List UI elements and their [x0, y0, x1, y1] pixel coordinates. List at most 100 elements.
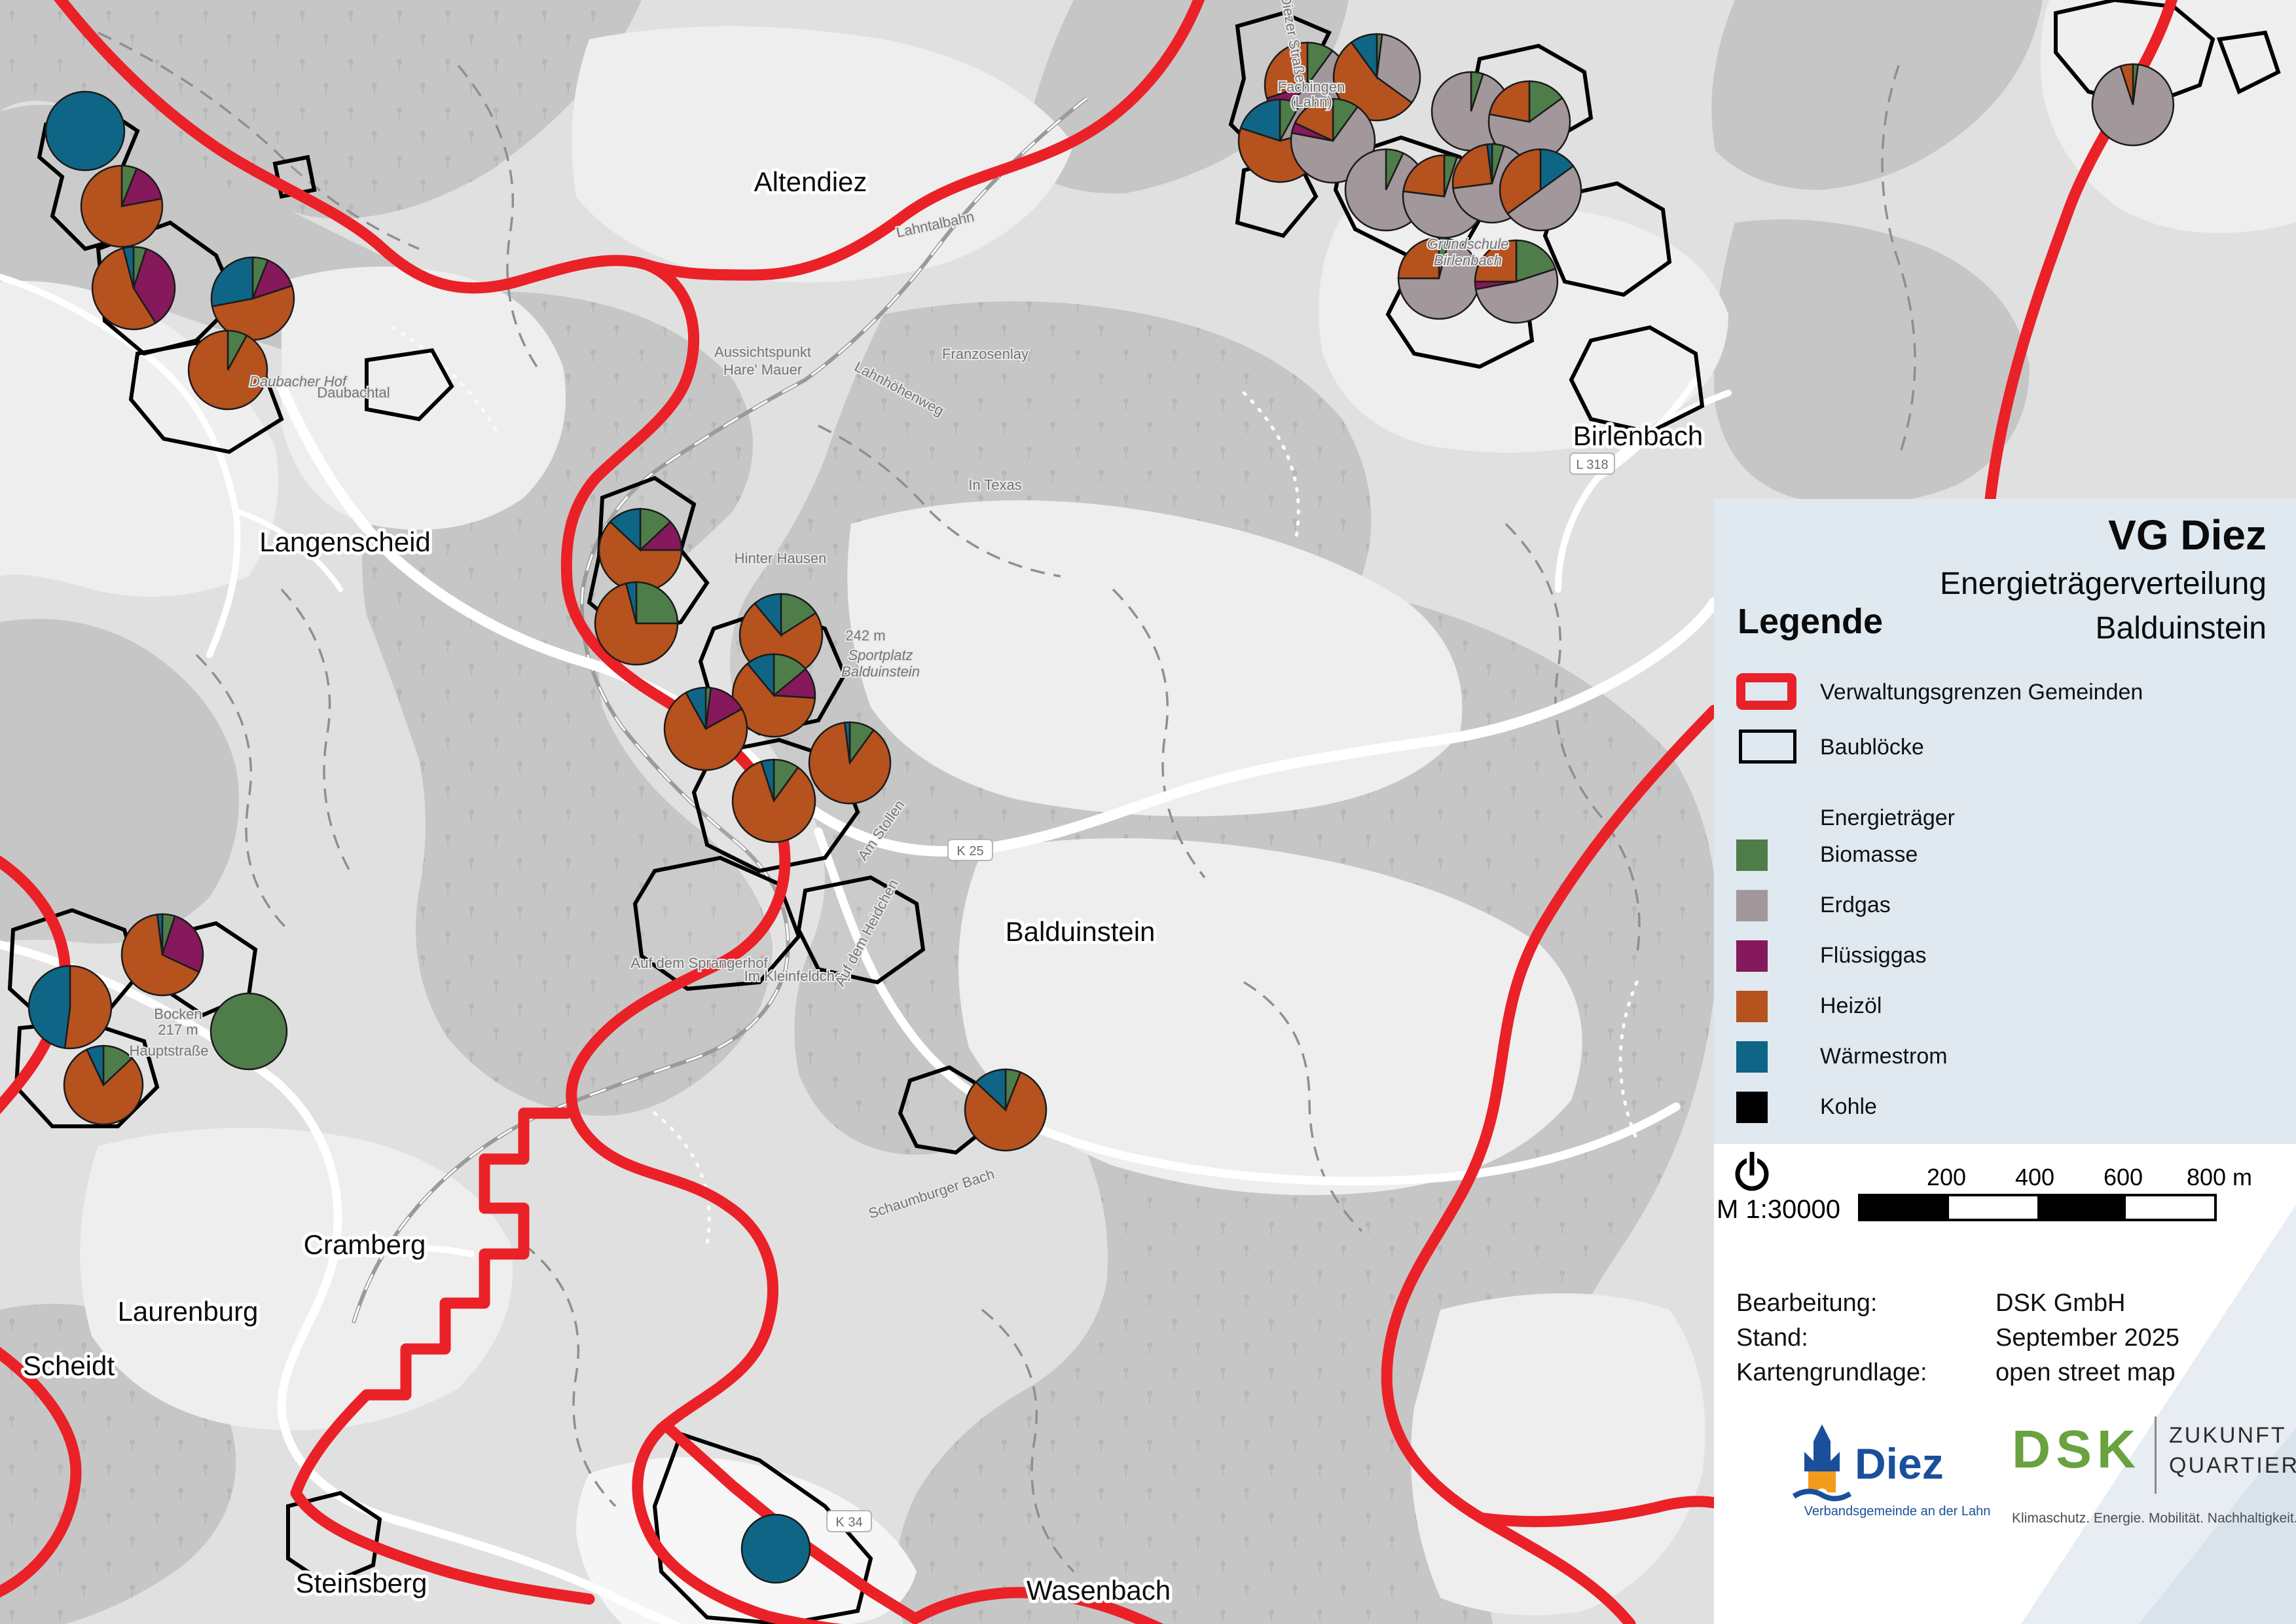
dsk-logo-line1: ZUKUNFT — [2169, 1423, 2287, 1448]
pie-slice-waermestrom — [27, 965, 71, 1049]
scale-ratio: M 1:30000 — [1717, 1195, 1841, 1224]
pie-slice-heizoel — [731, 760, 816, 843]
pie-slice-waermestrom — [156, 913, 164, 955]
map-label: Bocken — [154, 1006, 202, 1022]
pie-slice-waermestrom — [754, 593, 782, 638]
pie-slice-waermestrom — [210, 256, 254, 308]
map-label: Grundschule — [1427, 236, 1509, 252]
place-label: Laurenburg — [118, 1296, 259, 1327]
road-shield: K 34 — [826, 1510, 872, 1532]
place-label: Altendiez — [754, 166, 867, 197]
diez-logo: Diez Verbandsgemeinde an der Lahn — [1792, 1424, 1990, 1519]
map-label: Aussichtspunkt — [714, 344, 811, 360]
pie-slice-waermestrom — [740, 1513, 811, 1584]
energy-swatch-heizoel — [1736, 991, 1768, 1022]
road-shield-box — [826, 1510, 872, 1532]
pie-chart — [1487, 80, 1571, 164]
pie-slice-erdgas — [1506, 164, 1582, 232]
energy-label-waermestrom: Wärmestrom — [1820, 1044, 1948, 1069]
pie-chart — [1474, 239, 1559, 324]
diez-logo-tagline: Verbandsgemeinde an der Lahn — [1804, 1504, 1991, 1519]
pie-slice-waermestrom — [746, 653, 775, 698]
pie-slice-fluessiggas — [161, 915, 204, 974]
road-shield-box — [947, 839, 993, 861]
pie-slice-heizoel — [1294, 98, 1334, 142]
pie-slice-waermestrom — [975, 1068, 1007, 1112]
credit-label: Bearbeitung: — [1736, 1289, 1878, 1317]
pie-chart — [808, 721, 892, 805]
pie-chart — [2091, 63, 2175, 147]
pie-chart — [731, 758, 816, 843]
dsk-logo-line2: QUARTIER — [2169, 1453, 2296, 1478]
energy-label-kohle: Kohle — [1820, 1094, 1877, 1119]
pie-slice-biomasse — [210, 992, 288, 1071]
pie-chart — [27, 965, 113, 1050]
pie-chart — [740, 1513, 811, 1584]
pie-slice-erdgas — [2091, 64, 2175, 147]
pie-slice-heizoel — [1264, 41, 1309, 100]
pie-slice-biomasse — [635, 581, 679, 625]
pie-slice-waermestrom — [1350, 33, 1378, 80]
scale-tick: 200 — [1926, 1164, 1967, 1190]
admin-boundary-swatch — [1736, 673, 1796, 710]
place-label: Cramberg — [304, 1229, 426, 1260]
credit-value: open street map — [1995, 1359, 2176, 1386]
pie-slice-heizoel — [187, 329, 268, 411]
pie-slice-heizoel — [594, 582, 679, 666]
map-label: Fachingen — [1278, 79, 1345, 95]
pie-slice-heizoel — [663, 692, 748, 771]
pie-chart — [663, 686, 748, 771]
diez-logo-name: Diez — [1855, 1439, 1944, 1488]
map-label: In Texas — [968, 477, 1022, 493]
energy-swatch-biomasse — [1736, 840, 1768, 871]
dsk-logo-tagline: Klimaschutz. Energie. Mobilität. Nachhal… — [2012, 1511, 2296, 1526]
map-label: Hauptstraße — [129, 1043, 208, 1059]
map-subtitle: Energieträgerverteilung — [1940, 566, 2267, 601]
map-area-name: Balduinstein — [2095, 611, 2267, 646]
map-label: Hinter Hausen — [735, 550, 827, 566]
pie-chart — [210, 992, 288, 1071]
credit-value: DSK GmbH — [1995, 1289, 2126, 1317]
legend-heading: Legende — [1738, 602, 1884, 641]
road-shield: L 318 — [1569, 452, 1615, 475]
map-label: (Lahn) — [1290, 94, 1332, 110]
map-label: 217 m — [158, 1022, 198, 1038]
place-label: Langenscheid — [259, 526, 431, 557]
pie-slice-heizoel — [1451, 143, 1493, 189]
info-panel: M 1:30000 200 400 600 800 m Bearbeitung:… — [1714, 1144, 2296, 1624]
legend-panel: VG Diez Energieträgerverteilung Balduins… — [1714, 499, 2296, 1144]
place-label: Wasenbach — [1027, 1575, 1171, 1606]
pie-slice-heizoel — [63, 1048, 144, 1126]
place-label: Scheidt — [23, 1350, 115, 1381]
pie-slice-heizoel — [91, 247, 157, 331]
map-label: Daubacher Hof — [249, 373, 348, 390]
energy-label-biomasse: Biomasse — [1820, 842, 1918, 867]
energy-label-erdgas: Erdgas — [1820, 893, 1891, 917]
pie-slice-biomasse — [780, 593, 817, 637]
map-label: 242 m — [845, 627, 885, 644]
credit-value: September 2025 — [1995, 1324, 2179, 1352]
pie-slice-waermestrom — [1486, 143, 1493, 184]
road-shield-box — [1569, 452, 1615, 475]
diez-tower-icon — [1792, 1424, 1852, 1502]
energy-label-fluessiggas: Flüssiggas — [1820, 943, 1927, 968]
scale-tick: 600 — [2103, 1164, 2143, 1190]
pie-slice-heizoel — [1499, 148, 1542, 215]
trails — [391, 325, 1639, 1246]
dsk-logo-name: DSK — [2012, 1420, 2141, 1479]
pie-chart — [1499, 148, 1582, 232]
pie-slice-waermestrom — [843, 721, 851, 764]
pie-slice-heizoel — [211, 284, 295, 341]
place-label: Balduinstein — [1006, 916, 1156, 947]
pie-slice-fluessiggas — [132, 248, 176, 324]
pie-chart — [91, 246, 176, 331]
pie-slice-heizoel — [1397, 236, 1440, 280]
pie-chart — [80, 164, 164, 248]
map-label: Franzosenlay — [942, 346, 1029, 362]
place-label: Steinsberg — [296, 1568, 428, 1598]
map-label: Sportplatz — [848, 647, 913, 663]
dsk-logo-divider — [2155, 1416, 2157, 1494]
road-shield-label: K 25 — [957, 844, 983, 858]
